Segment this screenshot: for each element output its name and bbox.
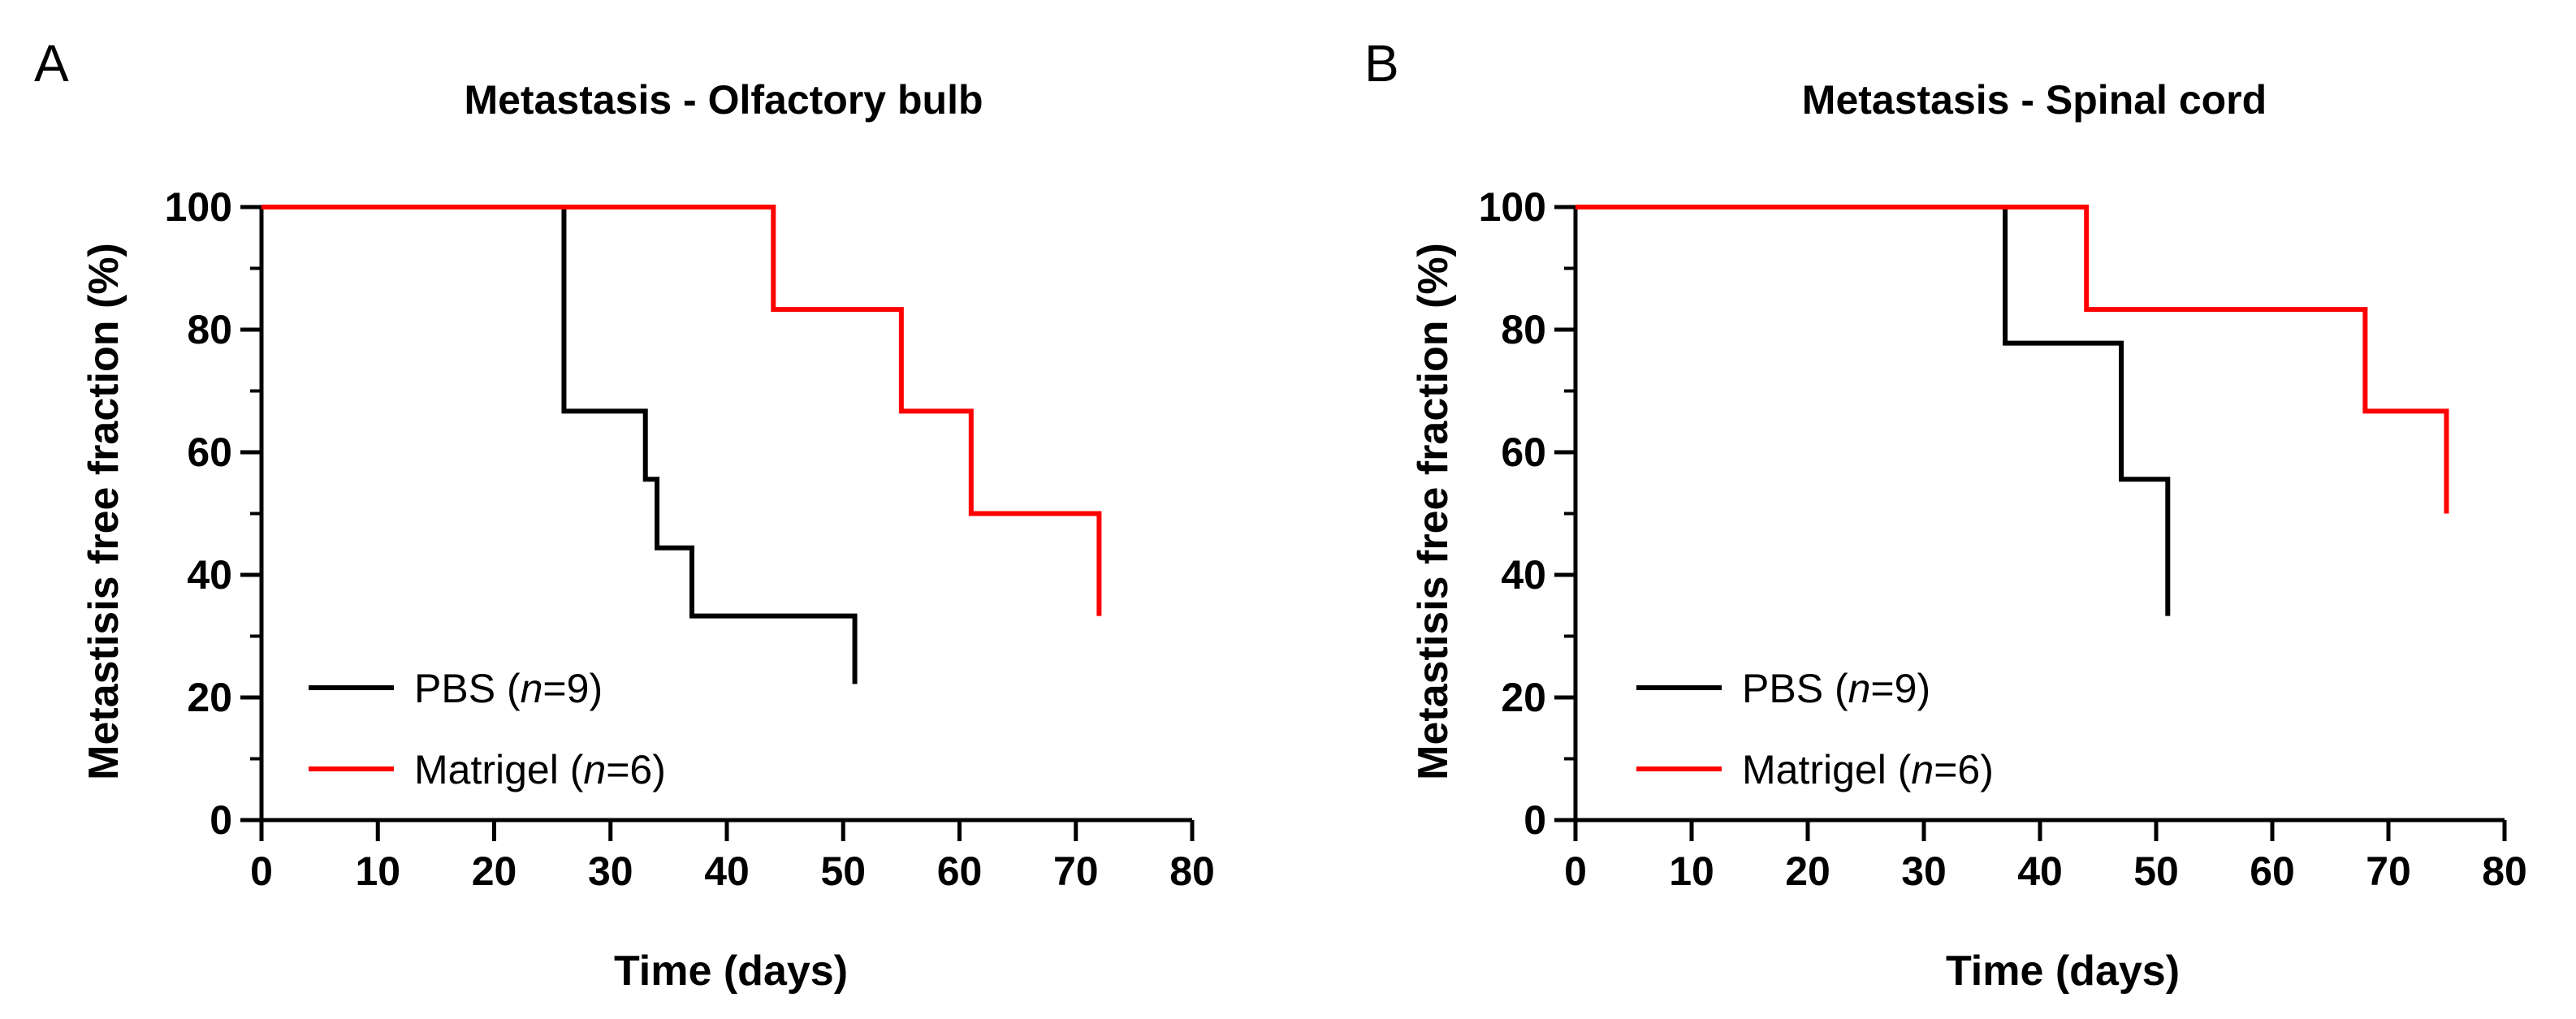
- y-tick-label: 40: [1501, 552, 1546, 598]
- x-tick-label: 10: [355, 848, 400, 894]
- survival-curve-pbs: [261, 205, 858, 684]
- x-tick-label: 80: [2482, 848, 2527, 894]
- legend-entry-pbs: PBS (n=9): [1742, 666, 1930, 711]
- y-axis-label: Metastisis free fraction (%): [1410, 243, 1457, 780]
- x-tick-label: 60: [937, 848, 983, 894]
- survival-curve-matrigel: [261, 205, 1102, 616]
- x-axis-label: Time (days): [614, 948, 848, 995]
- y-tick-label: 20: [187, 675, 232, 720]
- legend-n-label: n: [521, 666, 543, 711]
- panel-letter: A: [34, 34, 69, 93]
- y-tick-label: 0: [210, 797, 232, 843]
- y-axis-label: Metastisis free fraction (%): [80, 243, 128, 780]
- x-tick-label: 0: [250, 848, 273, 894]
- y-tick-label: 60: [187, 430, 232, 475]
- x-tick-label: 70: [2366, 848, 2411, 894]
- axes: 0 20 40 60 80 100 0 10 20 30 40 50 60 70 80: [165, 184, 1215, 894]
- y-tick-label: 80: [187, 307, 232, 352]
- x-tick-label: 40: [2017, 848, 2063, 894]
- legend-entry-matrigel: Matrigel (n=6): [1742, 747, 1994, 792]
- y-tick-label: 60: [1501, 430, 1546, 475]
- legend-entry-pbs: PBS (n=9): [414, 666, 603, 711]
- chart-title: Metastasis - Olfactory bulb: [464, 77, 983, 123]
- series-layer: [1575, 205, 2449, 616]
- x-tick-label: 0: [1564, 848, 1587, 894]
- axes: 0 20 40 60 80 100 0 10 20 30 40 50 60 70 80: [1479, 184, 2527, 894]
- legend-n-value: 9: [1895, 666, 1917, 711]
- panel-letter: B: [1364, 34, 1399, 93]
- survival-curve-matrigel: [1575, 205, 2449, 514]
- y-tick-label: 80: [1501, 307, 1546, 352]
- x-tick-label: 50: [2133, 848, 2179, 894]
- legend-n-label: n: [1848, 666, 1871, 711]
- legend-series-name: PBS: [414, 666, 495, 711]
- chart-title: Metastasis - Spinal cord: [1802, 77, 2267, 123]
- legend-n-value: 9: [567, 666, 590, 711]
- legend-series-name: Matrigel: [1742, 747, 1887, 792]
- legend: PBS (n=9) Matrigel (n=6): [1636, 666, 1994, 792]
- legend-n-label: n: [583, 747, 606, 792]
- legend-n-value: 6: [629, 747, 652, 792]
- x-tick-label: 30: [588, 848, 633, 894]
- panel-b-chart: B Metastasis - Spinal cord Metastisis fr…: [1364, 34, 2527, 995]
- x-tick-label: 40: [704, 848, 750, 894]
- y-tick-label: 40: [187, 552, 232, 598]
- legend-n-label: n: [1911, 747, 1934, 792]
- x-tick-label: 80: [1169, 848, 1215, 894]
- legend-entry-matrigel: Matrigel (n=6): [414, 747, 666, 792]
- y-tick-label: 0: [1524, 797, 1546, 843]
- x-tick-label: 60: [2250, 848, 2295, 894]
- panel-a-chart: A Metastasis - Olfactory bulb Metastisis…: [34, 34, 1215, 995]
- x-axis-label: Time (days): [1946, 948, 2180, 995]
- x-tick-label: 10: [1669, 848, 1714, 894]
- x-tick-label: 20: [472, 848, 517, 894]
- x-tick-label: 50: [820, 848, 866, 894]
- x-tick-label: 70: [1053, 848, 1099, 894]
- y-tick-label: 20: [1501, 675, 1546, 720]
- x-tick-label: 20: [1785, 848, 1830, 894]
- legend: PBS (n=9) Matrigel (n=6): [309, 666, 666, 792]
- x-tick-label: 30: [1901, 848, 1947, 894]
- legend-n-value: 6: [1957, 747, 1980, 792]
- y-tick-label: 100: [165, 184, 232, 230]
- survival-curve-pbs: [1575, 205, 2171, 616]
- y-tick-label: 100: [1479, 184, 1546, 230]
- legend-series-name: Matrigel: [414, 747, 559, 792]
- legend-series-name: PBS: [1742, 666, 1823, 711]
- series-layer: [261, 205, 1102, 684]
